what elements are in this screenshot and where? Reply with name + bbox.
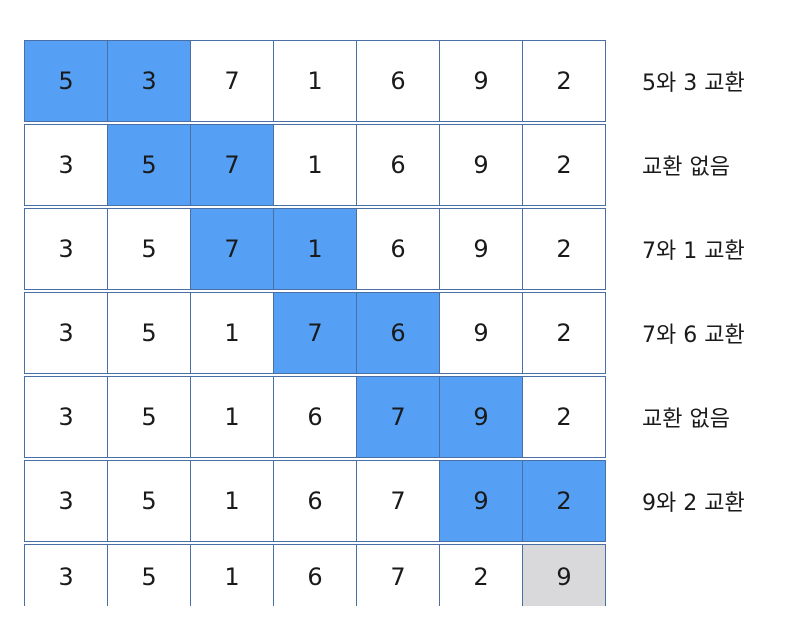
array-cell: 7 [191, 124, 274, 206]
array-cell: 1 [274, 40, 357, 122]
result-row: 3 5 1 6 7 2 9 [24, 544, 606, 606]
array-cell: 2 [523, 376, 606, 458]
array-cell: 3 [25, 292, 108, 374]
step-caption: 교환 없음 [642, 407, 730, 432]
array-cell: 9 [440, 292, 523, 374]
array-cells: 3 5 1 6 7 2 9 [24, 544, 606, 606]
array-cell: 7 [357, 544, 440, 606]
step-row-6: 3 5 1 6 7 9 2 9와 2 교환 [24, 460, 745, 542]
array-cell: 9 [440, 460, 523, 542]
bubble-sort-steps: 5 3 7 1 6 9 2 5와 3 교환 3 5 7 1 6 9 2 교환 없… [24, 40, 745, 608]
array-cell: 3 [25, 124, 108, 206]
array-cell: 1 [191, 376, 274, 458]
array-cell: 9 [440, 208, 523, 290]
array-cell: 3 [25, 460, 108, 542]
array-cell: 7 [357, 460, 440, 542]
step-caption: 7와 1 교환 [642, 239, 745, 264]
array-cell: 1 [191, 292, 274, 374]
array-cell: 9 [440, 40, 523, 122]
array-cell: 3 [25, 208, 108, 290]
step-caption: 9와 2 교환 [642, 491, 745, 516]
array-cell: 1 [191, 544, 274, 606]
array-cell: 6 [357, 208, 440, 290]
array-cell: 7 [191, 208, 274, 290]
array-cell: 3 [25, 544, 108, 606]
array-cell: 6 [357, 124, 440, 206]
settled-cell: 9 [523, 544, 606, 606]
array-cell: 6 [274, 544, 357, 606]
array-cell: 1 [274, 124, 357, 206]
array-cell: 1 [191, 460, 274, 542]
array-cell: 5 [108, 376, 191, 458]
array-cell: 2 [523, 40, 606, 122]
step-caption: 5와 3 교환 [642, 71, 745, 96]
array-cell: 6 [274, 460, 357, 542]
array-cells: 3 5 7 1 6 9 2 [24, 124, 606, 206]
array-cell: 5 [25, 40, 108, 122]
array-cell: 5 [108, 208, 191, 290]
array-cell: 5 [108, 544, 191, 606]
array-cell: 2 [440, 544, 523, 606]
array-cells: 3 5 1 6 7 9 2 [24, 376, 606, 458]
array-cell: 2 [523, 124, 606, 206]
array-cells: 5 3 7 1 6 9 2 [24, 40, 606, 122]
array-cells: 3 5 7 1 6 9 2 [24, 208, 606, 290]
array-cell: 3 [25, 376, 108, 458]
array-cell: 6 [357, 292, 440, 374]
step-caption: 교환 없음 [642, 155, 730, 180]
array-cells: 3 5 1 6 7 9 2 [24, 460, 606, 542]
array-cell: 3 [108, 40, 191, 122]
array-cell: 5 [108, 460, 191, 542]
array-cell: 6 [357, 40, 440, 122]
array-cell: 7 [191, 40, 274, 122]
array-cell: 9 [440, 124, 523, 206]
array-cells: 3 5 1 7 6 9 2 [24, 292, 606, 374]
step-row-4: 3 5 1 7 6 9 2 7와 6 교환 [24, 292, 745, 374]
array-cell: 2 [523, 292, 606, 374]
array-cell: 7 [274, 292, 357, 374]
array-cell: 2 [523, 208, 606, 290]
array-cell: 5 [108, 124, 191, 206]
step-caption: 7와 6 교환 [642, 323, 745, 348]
array-cell: 5 [108, 292, 191, 374]
array-cell: 6 [274, 376, 357, 458]
step-row-1: 5 3 7 1 6 9 2 5와 3 교환 [24, 40, 745, 122]
array-cell: 2 [523, 460, 606, 542]
array-cell: 9 [440, 376, 523, 458]
step-row-2: 3 5 7 1 6 9 2 교환 없음 [24, 124, 730, 206]
array-cell: 1 [274, 208, 357, 290]
array-cell: 7 [357, 376, 440, 458]
step-row-5: 3 5 1 6 7 9 2 교환 없음 [24, 376, 730, 458]
step-row-3: 3 5 7 1 6 9 2 7와 1 교환 [24, 208, 745, 290]
